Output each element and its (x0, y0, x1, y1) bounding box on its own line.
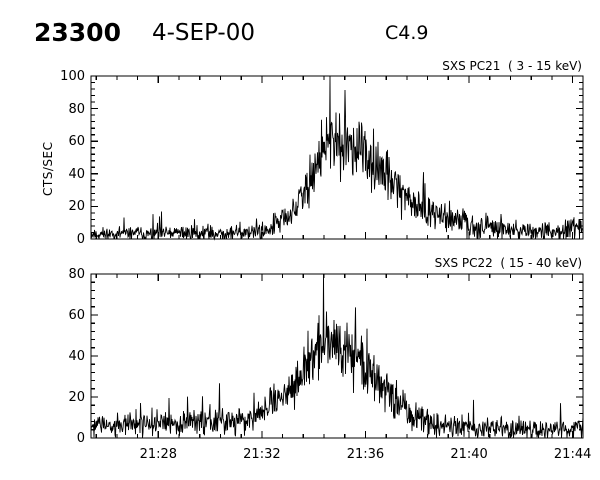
x-tick-label: 21:32 (243, 447, 281, 462)
y-tick-label: 60 (68, 134, 85, 150)
y-tick-label: 20 (68, 199, 85, 215)
panel-caption-pc22: SXS PC22 ( 15 - 40 keV) (434, 256, 582, 270)
x-tick-label: 21:40 (450, 447, 488, 462)
event-id-label: 23300 (34, 18, 121, 47)
x-tick-label: 21:44 (553, 447, 592, 462)
plot-frame-pc21 (90, 75, 584, 240)
goes-class-label: C4.9 (385, 22, 429, 44)
y-tick-label: 100 (60, 69, 85, 84)
panel-caption-pc21: SXS PC21 ( 3 - 15 keV) (442, 59, 582, 73)
lightcurve-pc21 (90, 75, 584, 241)
y-tick-label: 60 (68, 308, 85, 323)
y-tick-label: 0 (76, 431, 85, 446)
y-tick-label: 40 (68, 166, 85, 182)
axes-layer (90, 75, 584, 439)
y-tick-label: 80 (68, 101, 85, 117)
y-tick-label: 0 (76, 232, 85, 247)
x-tick-label: 21:28 (139, 447, 178, 462)
y-tick-label: 80 (68, 267, 85, 282)
y-tick-label: 20 (68, 390, 85, 405)
x-tick-label: 21:36 (346, 447, 385, 462)
plot-frame-pc22 (90, 273, 584, 439)
y-tick-label: 40 (68, 349, 85, 364)
lightcurve-pc22 (90, 273, 584, 439)
observation-date-label: 4-SEP-00 (152, 20, 255, 46)
